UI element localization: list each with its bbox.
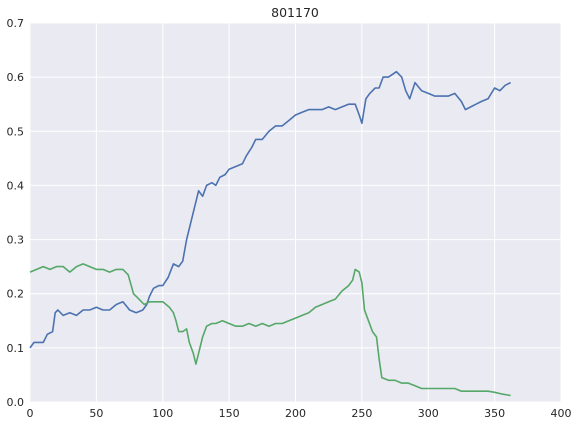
y-tick-label: 0.3	[7, 234, 25, 247]
x-tick-label: 200	[285, 407, 306, 420]
y-tick-label: 0.5	[7, 125, 25, 138]
series-line-2	[29, 263, 511, 397]
series-line-1	[29, 70, 511, 349]
y-tick-label: 0.7	[7, 17, 25, 30]
series-lines	[29, 70, 511, 397]
x-tick-label: 350	[484, 407, 505, 420]
y-tick-label: 0.4	[7, 179, 25, 192]
x-tick-label: 0	[27, 407, 34, 420]
x-tick-label: 50	[89, 407, 103, 420]
x-tick-label: 100	[152, 407, 173, 420]
x-axis-ticks: 0 50 100 150 200 250 300 350 400	[27, 407, 572, 420]
y-tick-label: 0.1	[7, 342, 25, 355]
x-tick-label: 150	[219, 407, 240, 420]
grid-lines	[29, 22, 562, 403]
y-tick-label: 0.2	[7, 288, 25, 301]
x-tick-label: 300	[418, 407, 439, 420]
y-axis-ticks: 0.0 0.1 0.2 0.3 0.4 0.5 0.6 0.7	[7, 17, 25, 409]
x-tick-label: 400	[551, 407, 572, 420]
chart-title: 801170	[271, 5, 319, 20]
y-tick-label: 0.0	[7, 396, 25, 409]
x-tick-label: 250	[351, 407, 372, 420]
y-tick-label: 0.6	[7, 71, 25, 84]
